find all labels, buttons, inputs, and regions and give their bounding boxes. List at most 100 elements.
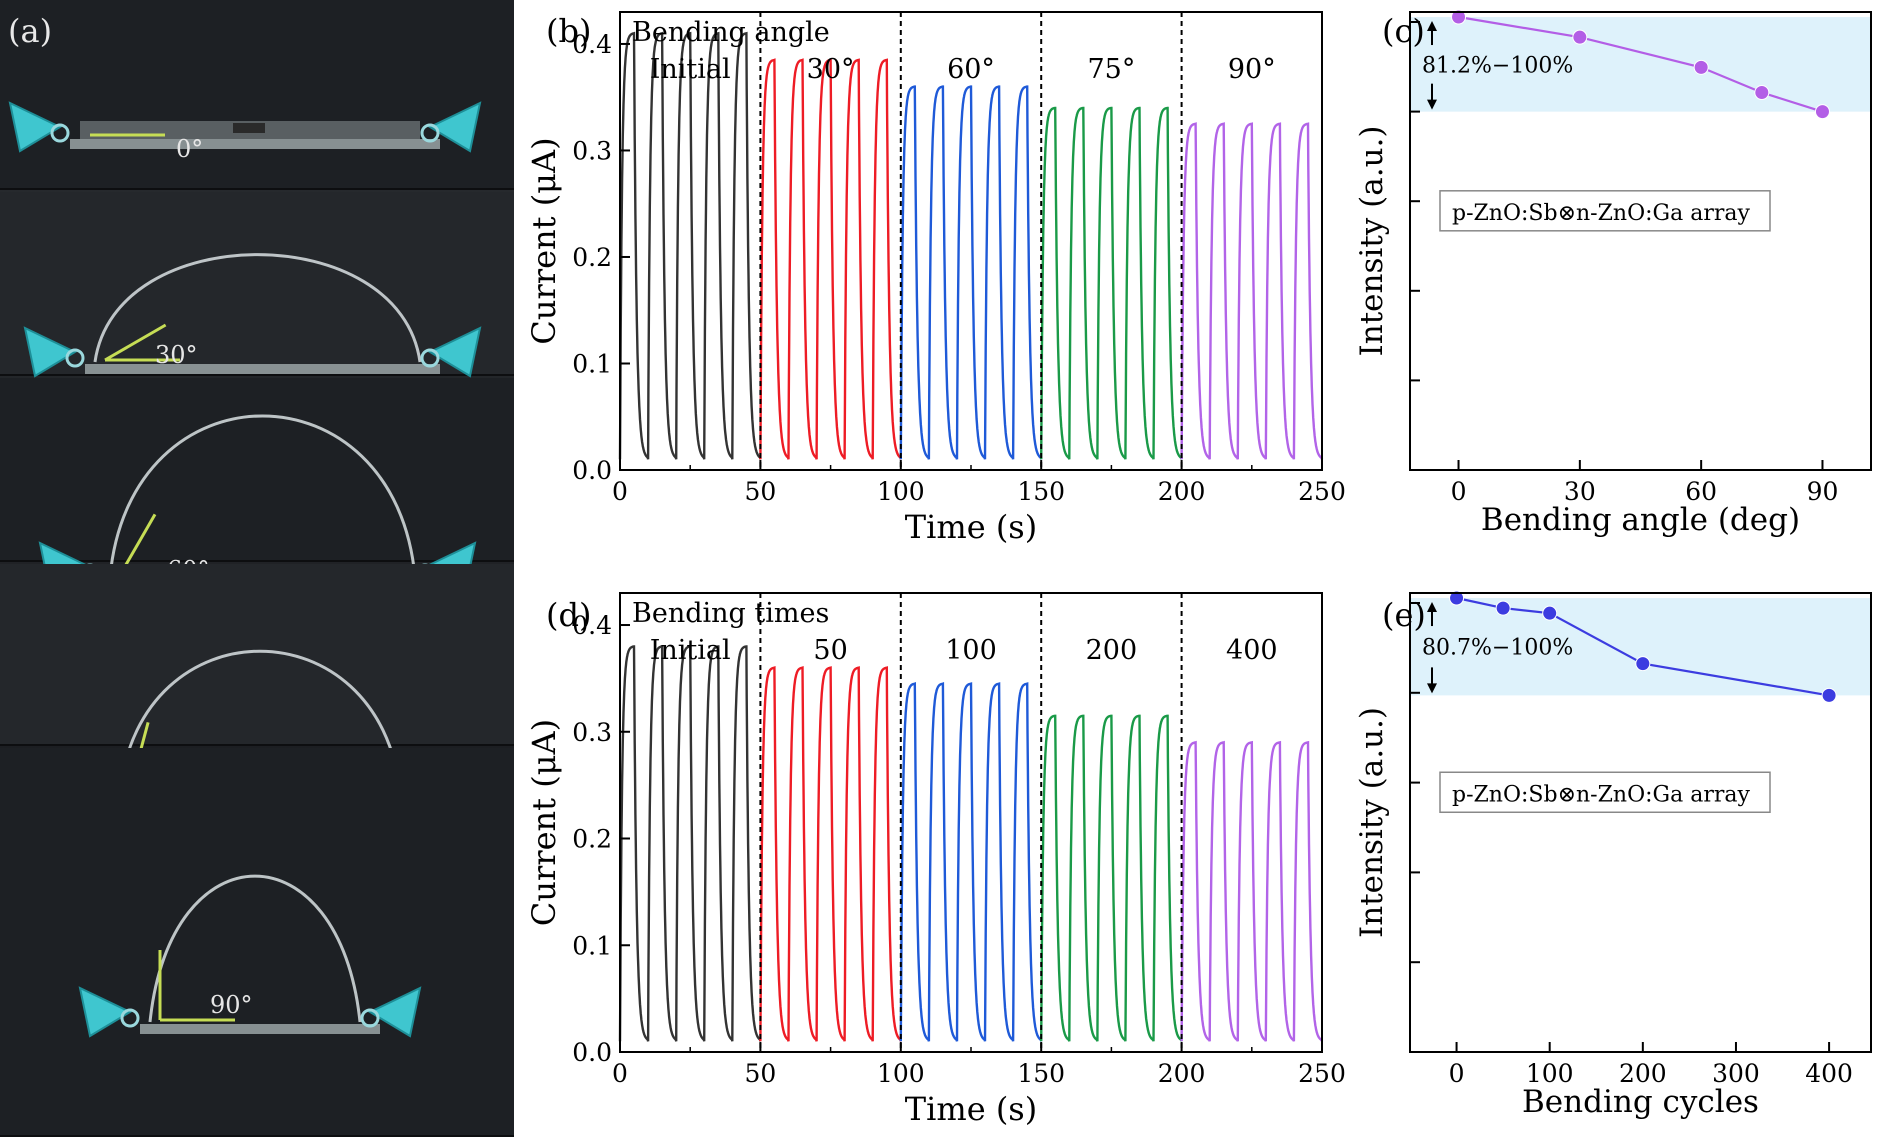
x-tick-label: 150 (1017, 477, 1065, 506)
x-tick-label: 100 (877, 477, 925, 506)
retention-band (1410, 598, 1871, 696)
y-tick-label: 0.2 (572, 243, 612, 272)
y-tick-label: 0.1 (572, 349, 612, 378)
chart-e: 80.7%−100% p-ZnO:Sb⊗n-ZnO:Ga array 0 100 200… (1354, 590, 1872, 1120)
data-point (1449, 590, 1465, 606)
current-trace-3 (1040, 714, 1183, 1042)
data-point (1814, 104, 1830, 120)
glass-slide (140, 1024, 380, 1034)
segment-label: 30° (807, 54, 855, 85)
angle-label: 30° (155, 341, 198, 369)
chart-c: 81.2%−100% p-ZnO:Sb⊗n-ZnO:Ga array 0 30 60 90… (1354, 9, 1872, 538)
device-chip (233, 123, 265, 133)
y-axis-label: Intensity (a.u.) (1354, 707, 1390, 938)
x-tick-label: 60 (1685, 477, 1717, 506)
legend-box (1439, 190, 1771, 232)
panel-label-e: (e) (1382, 596, 1426, 634)
y-tick-label: 0.4 (572, 611, 612, 640)
x-tick-label: 100 (1526, 1059, 1574, 1088)
angle-label: 0° (176, 135, 203, 163)
binder-clip (8, 101, 63, 153)
binder-clip-ring (360, 1008, 380, 1028)
y-axis-label: Current (μA) (525, 137, 563, 344)
binder-clip (367, 986, 422, 1038)
x-tick-label: 200 (1158, 1059, 1206, 1088)
chart-header: Bending angle (632, 17, 830, 48)
x-axis-label: Bending angle (deg) (1481, 502, 1800, 538)
plot-frame (1409, 592, 1872, 1053)
y-axis-label: Current (μA) (525, 719, 563, 926)
data-point (1821, 687, 1837, 703)
segment-label: Initial (650, 54, 731, 85)
segment-label: 100 (945, 635, 997, 666)
y-axis-label: Intensity (a.u.) (1354, 126, 1390, 357)
x-tick-label: 200 (1158, 477, 1206, 506)
data-point (1693, 59, 1709, 75)
x-axis-label: Time (s) (905, 508, 1037, 546)
data-point (1542, 605, 1558, 621)
current-trace-0 (618, 31, 762, 460)
range-annotation: 80.7%−100% (1422, 636, 1573, 661)
x-tick-label: 50 (744, 477, 776, 506)
segment-label: 60° (947, 54, 995, 85)
binder-clip-ring (120, 1008, 140, 1028)
photo-frame: 0° (0, 0, 514, 190)
range-arrow-bottom-head (1427, 683, 1437, 694)
current-trace-0 (618, 645, 762, 1042)
x-tick-label: 250 (1298, 477, 1346, 506)
panel-label-a: (a) (8, 12, 52, 50)
current-trace-3 (1040, 106, 1183, 460)
segment-label: 50 (813, 635, 847, 666)
current-trace-1 (759, 58, 902, 460)
x-tick-label: 100 (877, 1059, 925, 1088)
photo-frame: 60° (0, 378, 514, 593)
y-tick-label: 0.1 (572, 931, 612, 960)
glass-slide (85, 364, 440, 374)
current-trace-4 (1180, 740, 1324, 1042)
photo-frame-background (0, 192, 514, 376)
current-trace-4 (1180, 122, 1324, 460)
panel-label-d: (d) (546, 596, 591, 634)
data-point (1754, 85, 1770, 101)
y-tick-label: 0.3 (572, 136, 612, 165)
flexible-substrate (108, 414, 417, 578)
legend-box (1439, 771, 1771, 814)
flexible-substrate (118, 649, 402, 793)
binder-clip (23, 326, 78, 378)
photo-frame-background (0, 0, 514, 190)
range-arrow-bottom-head (1427, 99, 1437, 110)
flexible-substrate (93, 253, 422, 363)
photo-frame: 90° (0, 748, 514, 1137)
y-tick-label: 0.4 (572, 30, 612, 59)
x-tick-label: 90 (1807, 477, 1839, 506)
binder-clip-ring (65, 348, 85, 368)
x-tick-label: 400 (1805, 1059, 1853, 1088)
data-point (1572, 29, 1588, 45)
plot-frame (1409, 11, 1872, 471)
segment-label: 400 (1226, 635, 1278, 666)
legend-text: p-ZnO:Sb⊗n-ZnO:Ga array (1452, 201, 1750, 226)
segment-label: 90° (1228, 54, 1276, 85)
x-tick-label: 200 (1619, 1059, 1667, 1088)
x-tick-label: 30 (1564, 477, 1596, 506)
photo-frame-background (0, 378, 514, 562)
binder-clip-ring (50, 123, 70, 143)
binder-clip-ring (420, 123, 440, 143)
x-tick-label: 0 (1449, 1059, 1465, 1088)
y-tick-label: 0.2 (572, 825, 612, 854)
current-trace-1 (759, 666, 902, 1042)
range-annotation: 81.2%−100% (1422, 53, 1573, 78)
binder-clip (78, 986, 133, 1038)
segment-label: 75° (1087, 54, 1135, 85)
y-tick-label: 0.0 (572, 456, 612, 485)
y-tick-label: 0.3 (572, 718, 612, 747)
segment-label: 200 (1086, 635, 1138, 666)
x-tick-label: 0 (612, 1059, 628, 1088)
panel-label-c: (c) (1382, 12, 1425, 50)
retention-band (1410, 17, 1871, 112)
y-tick-label: 0.0 (572, 1038, 612, 1067)
angle-guide-tilted (104, 323, 167, 362)
photo-panel: 0°30°60°75°90° (a) (0, 0, 514, 1137)
segment-label: Initial (650, 635, 731, 666)
chart-d: 0 50 100 150 200 250 0.0 0.1 0.2 0.3 0.4 Time (s) Cu… (525, 592, 1346, 1128)
